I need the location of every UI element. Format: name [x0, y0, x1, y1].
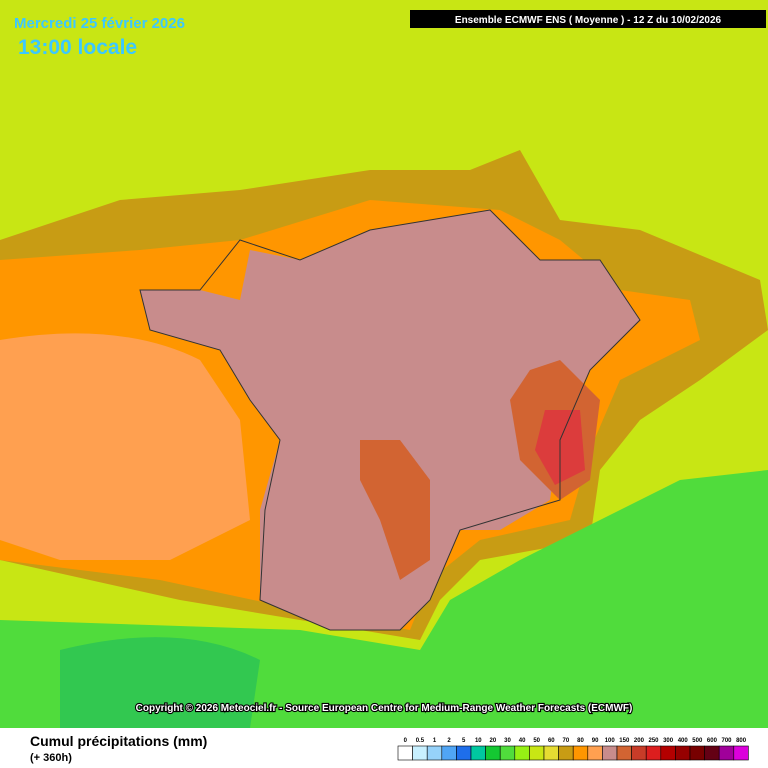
copyright: Copyright © 2026 Meteociel.fr - Source E…	[136, 703, 633, 714]
legend-level: 1	[433, 738, 437, 744]
variable-label: Cumul précipitations (mm)	[30, 733, 207, 749]
zone-mauve	[140, 210, 640, 630]
zone-salmon	[0, 333, 250, 560]
legend-level: 70	[563, 738, 570, 744]
legend-level: 400	[678, 738, 689, 744]
legend-level: 200	[634, 738, 645, 744]
legend-swatch	[704, 745, 720, 761]
legend-level: 300	[663, 738, 674, 744]
legend-level: 10	[475, 738, 482, 744]
legend-swatch	[426, 745, 443, 761]
legend-swatch	[718, 745, 735, 761]
legend-level: 90	[592, 738, 599, 744]
legend-swatch	[412, 745, 428, 761]
legend-swatch	[572, 745, 589, 761]
legend-swatch	[587, 745, 603, 761]
zone-brown-center	[360, 440, 430, 580]
legend-swatch	[529, 745, 545, 761]
legend-swatch	[689, 745, 705, 761]
range-label: (+ 360h)	[30, 752, 72, 764]
legend-swatch	[733, 745, 749, 761]
legend-swatch	[441, 745, 457, 761]
legend-level: 30	[504, 738, 511, 744]
legend-level: 60	[548, 738, 555, 744]
legend-swatch	[616, 745, 632, 761]
legend-level: 50	[533, 738, 540, 744]
legend-swatch	[543, 745, 559, 761]
legend-swatch	[485, 745, 501, 761]
legend-level: 800	[736, 738, 747, 744]
run-label: Ensemble ECMWF ENS ( Moyenne ) - 12 Z du…	[455, 15, 722, 26]
legend-swatch	[558, 745, 574, 761]
legend-swatch	[602, 745, 618, 761]
legend-swatch	[470, 745, 486, 761]
legend-swatch	[631, 745, 647, 761]
legend-level: 0	[404, 738, 408, 744]
run-banner	[410, 10, 766, 28]
legend-swatch	[514, 745, 530, 761]
date-label: Mercredi 25 février 2026	[14, 15, 185, 32]
legend-swatch	[456, 745, 472, 761]
france-border	[139, 209, 641, 631]
legend-level: 2	[447, 738, 451, 744]
legend-swatch	[660, 745, 676, 761]
legend-level: 600	[707, 738, 718, 744]
legend-swatch	[645, 745, 662, 761]
legend-level: 100	[605, 738, 616, 744]
zone-green-dark	[60, 637, 260, 728]
legend-level: 500	[692, 738, 703, 744]
legend-level: 40	[519, 738, 526, 744]
legend-level: 0.5	[416, 738, 425, 744]
color-legend: 0 0.5 1 2 5 10 20 30 40 50 60 70 80 90 100 150 200 250 300…	[397, 738, 749, 761]
legend-level: 150	[619, 738, 630, 744]
legend-level: 20	[490, 738, 497, 744]
hour-label: 13:00 locale	[18, 36, 137, 59]
legend-swatch	[397, 745, 413, 761]
legend-level: 250	[648, 738, 659, 744]
legend-level: 5	[462, 738, 466, 744]
legend-swatch	[675, 745, 691, 761]
legend-level: 80	[577, 738, 584, 744]
legend-swatch	[499, 745, 516, 761]
legend-level: 700	[721, 738, 732, 744]
